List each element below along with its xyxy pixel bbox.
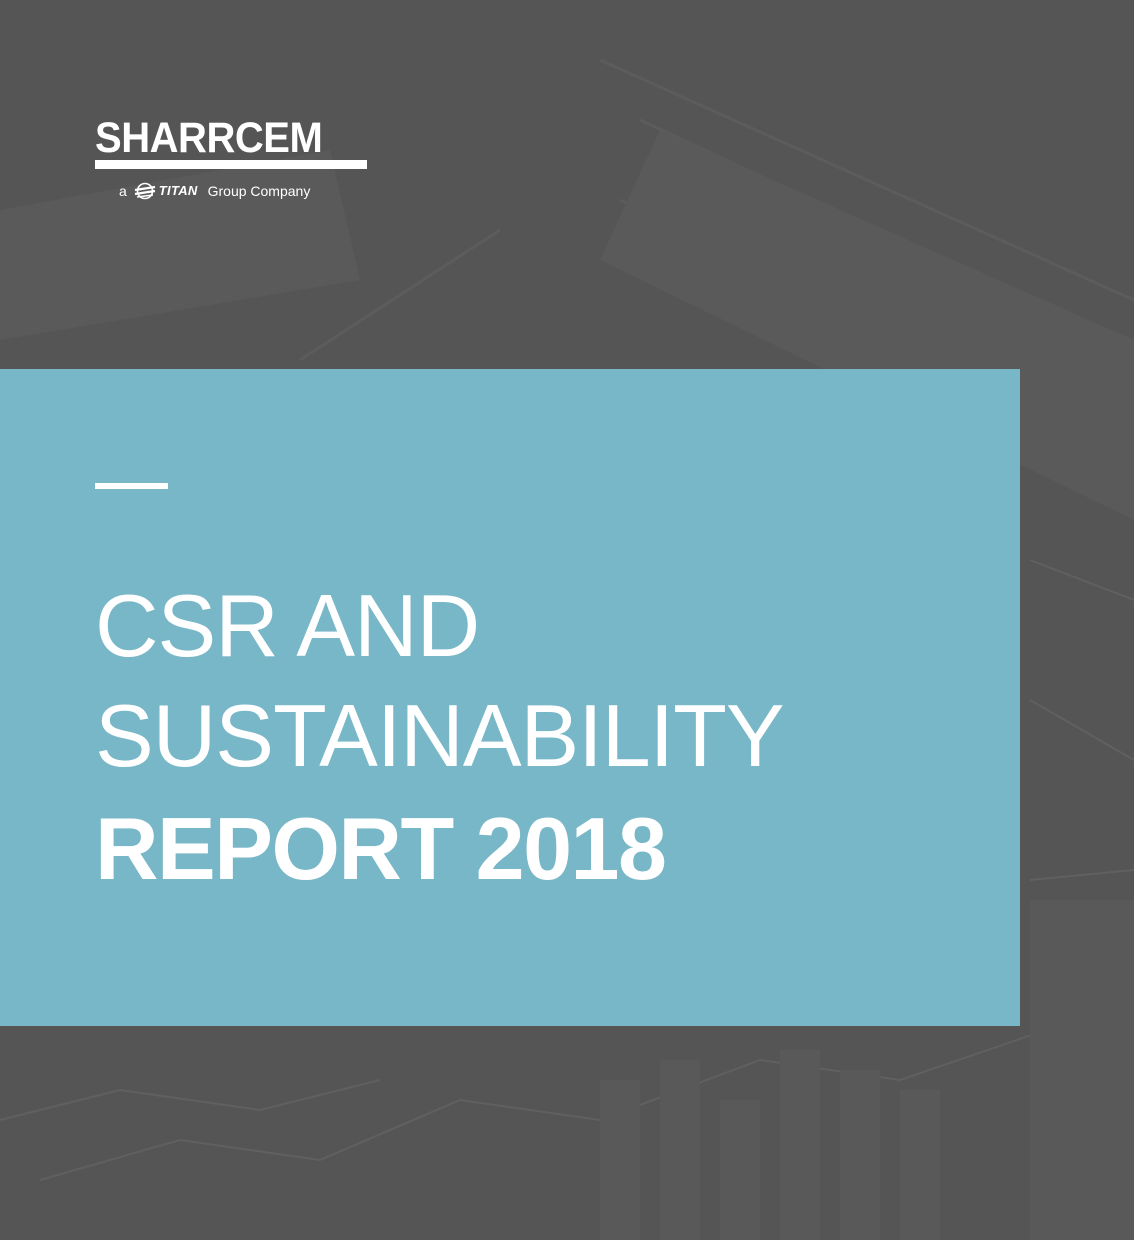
report-title-line-1: CSR AND xyxy=(95,576,480,675)
title-accent-dash xyxy=(95,483,168,489)
report-title-line-3: REPORT 2018 xyxy=(95,799,667,898)
report-title-line-2: SUSTAINABILITY xyxy=(95,686,785,785)
title-panel: CSR AND SUSTAINABILITY REPORT 2018 xyxy=(0,369,1020,1026)
logo-tagline: a TITAN Group Company xyxy=(119,182,310,200)
sharrcem-logo: SHARRCEM a TITAN Group Company xyxy=(95,114,367,200)
logo-underline xyxy=(95,160,367,169)
tagline-prefix: a xyxy=(119,183,127,199)
titan-swirl-icon xyxy=(134,182,155,200)
logo-wordmark: SHARRCEM xyxy=(95,114,323,162)
titan-brand-name: TITAN xyxy=(158,183,198,198)
tagline-suffix: Group Company xyxy=(207,183,311,199)
